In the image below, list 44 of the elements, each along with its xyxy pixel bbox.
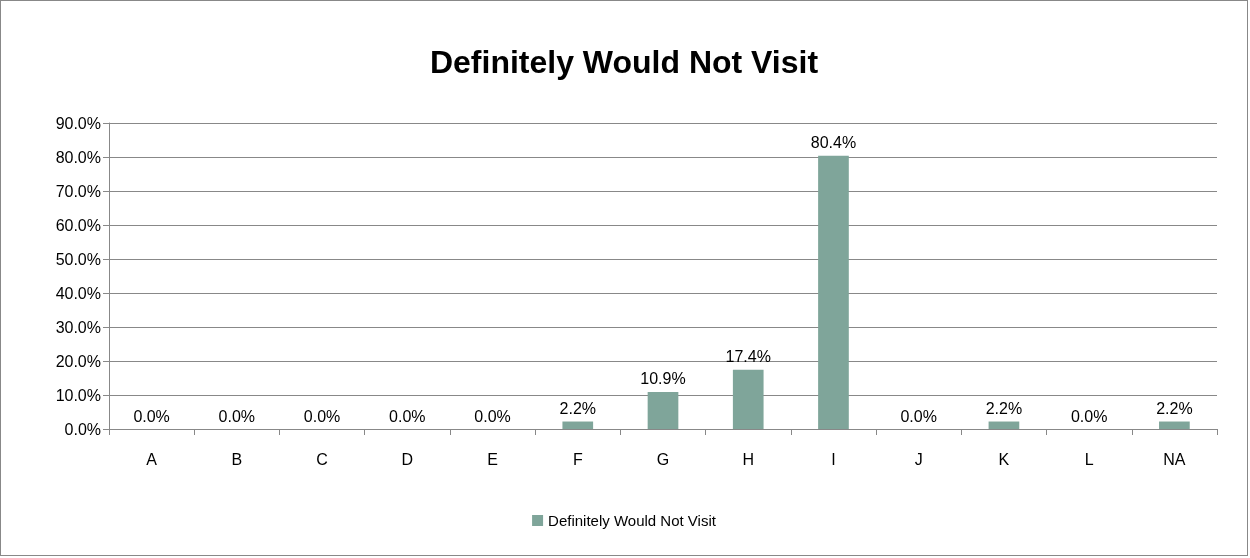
bar xyxy=(647,391,679,429)
x-tick-label: NA xyxy=(1163,450,1186,468)
data-label: 2.2% xyxy=(1156,400,1193,418)
x-tick-label: H xyxy=(742,450,755,468)
data-label: 0.0% xyxy=(1070,407,1108,425)
data-label: 0.0% xyxy=(303,407,341,425)
y-tick-label: 70.0% xyxy=(55,182,101,200)
x-tick-label: L xyxy=(1084,450,1094,468)
y-tick-label: 50.0% xyxy=(55,250,101,268)
data-label: 0.0% xyxy=(474,407,511,425)
bar xyxy=(988,421,1020,429)
x-tick-label: G xyxy=(656,450,670,468)
data-label: 2.2% xyxy=(985,400,1023,418)
data-label: 0.0% xyxy=(218,407,256,425)
data-label: 0.0% xyxy=(900,407,937,425)
data-label: 0.0% xyxy=(133,407,170,425)
y-tick-label: 20.0% xyxy=(55,352,101,370)
bar xyxy=(562,421,594,429)
y-tick-label: 90.0% xyxy=(55,114,101,132)
x-tick-label: D xyxy=(401,450,414,468)
y-tick-label: 40.0% xyxy=(55,284,101,302)
x-tick-label: J xyxy=(914,450,923,468)
x-tick-label: A xyxy=(146,450,158,468)
bar xyxy=(818,155,849,429)
y-tick-label: 0.0% xyxy=(64,420,101,438)
data-label: 17.4% xyxy=(725,348,771,366)
bar xyxy=(1159,421,1190,429)
x-tick-label: K xyxy=(998,450,1010,468)
y-tick-label: 60.0% xyxy=(55,216,101,234)
data-label: 0.0% xyxy=(389,407,426,425)
y-tick-label: 30.0% xyxy=(55,318,101,336)
data-label: 80.4% xyxy=(810,134,857,152)
x-tick-label: B xyxy=(231,450,243,468)
x-tick-label: F xyxy=(572,450,583,468)
x-tick-label: I xyxy=(831,450,836,468)
x-tick-label: C xyxy=(316,450,328,468)
data-label: 10.9% xyxy=(640,370,686,388)
chart-title: Definitely Would Not Visit xyxy=(429,44,819,80)
legend-label: Definitely Would Not Visit xyxy=(548,512,717,529)
y-tick-label: 10.0% xyxy=(55,386,101,404)
data-label: 2.2% xyxy=(559,400,596,418)
y-tick-label: 80.0% xyxy=(55,148,101,166)
bar xyxy=(732,369,764,429)
x-tick-label: E xyxy=(487,450,498,468)
